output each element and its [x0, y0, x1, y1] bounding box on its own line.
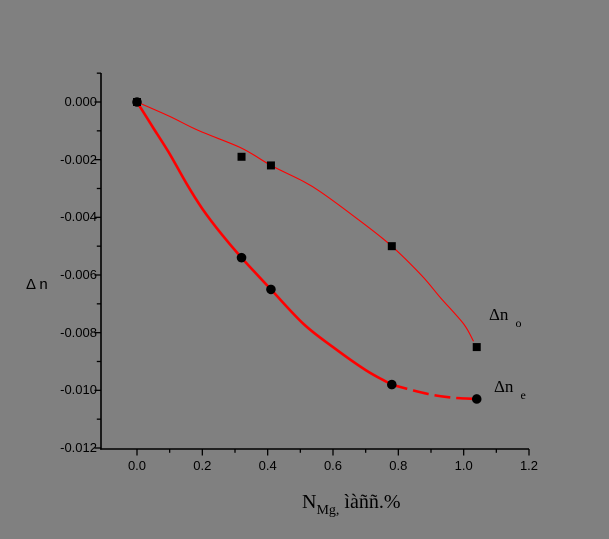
data-point-square [387, 242, 396, 251]
y-tick-label: -0.002 [60, 151, 97, 167]
data-point-circle [236, 252, 247, 263]
x-axis-label: NMg, ìàññ.% [302, 491, 401, 519]
legend-ordinary-label: Δn o [489, 305, 521, 331]
fit-curve-circle-solid [135, 101, 393, 386]
y-tick-label: -0.012 [60, 440, 97, 455]
data-point-square [472, 343, 481, 352]
x-tick-label: 1.2 [519, 458, 539, 473]
x-tick-label: 0.6 [323, 458, 343, 473]
legend-extraordinary-symbol: Δn [494, 377, 514, 396]
y-tick-label: -0.004 [60, 209, 97, 225]
y-tick-label: -0.010 [60, 382, 97, 398]
data-point-square [237, 152, 246, 161]
fit-curve-circle-dashed [391, 383, 477, 401]
data-point-circle [387, 379, 397, 390]
fit-curve-square [136, 101, 474, 342]
y-tick-label: -0.008 [60, 324, 97, 340]
x-tick-label: 1.0 [454, 458, 473, 473]
x-tick-label: 0.8 [389, 458, 408, 473]
legend-extraordinary-subscript: e [520, 388, 526, 402]
x-tick-label: 0.0 [127, 458, 147, 473]
x-tick-label: 0.2 [193, 458, 212, 473]
legend-ordinary-symbol: Δn [489, 305, 509, 324]
y-tick-label: 0.000 [64, 94, 97, 109]
legend-extraordinary-label: Δn e [494, 377, 526, 403]
y-tick-label: -0.006 [60, 267, 97, 282]
x-axis-label-units: ìàññ.% [339, 491, 401, 513]
data-point-circle [132, 97, 142, 107]
x-axis-label-subscript: Mg, [316, 503, 340, 518]
x-axis-label-symbol: N [302, 491, 317, 513]
x-tick-label: 0.4 [258, 458, 277, 473]
data-point-circle [266, 284, 276, 295]
legend-ordinary-subscript: o [515, 316, 522, 330]
data-point-square [266, 161, 275, 170]
data-point-circle [471, 394, 482, 404]
y-axis-label: Δ n [26, 276, 48, 293]
